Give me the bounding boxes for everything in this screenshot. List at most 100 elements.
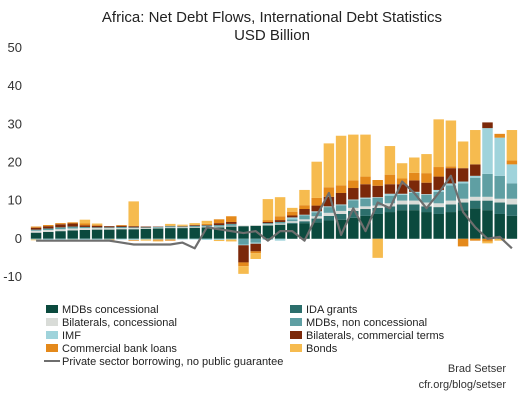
- bar-segment-5: [104, 226, 114, 227]
- bar-segment-5: [263, 222, 273, 223]
- bar-segment-5: [55, 224, 65, 227]
- bar-segment-3: [128, 227, 138, 228]
- bar-segment-7: [141, 240, 151, 241]
- bar-segment-2: [263, 224, 273, 225]
- bar-segment-4: [348, 199, 358, 200]
- bar-segment-5: [226, 222, 236, 224]
- bar-segment-2: [31, 231, 41, 233]
- bar-segment-6: [226, 216, 236, 222]
- bar-segment-6: [153, 240, 163, 241]
- bar-segment-4: [31, 239, 41, 240]
- bar-segment-5: [189, 225, 199, 226]
- bar-segment-0: [507, 216, 517, 239]
- bar-segment-5: [458, 168, 468, 181]
- bar-segment-6: [299, 205, 309, 209]
- bar-segment-2: [397, 201, 407, 205]
- bar-segment-2: [494, 199, 504, 203]
- bar-segment-0: [55, 231, 65, 239]
- bar-segment-7: [250, 253, 260, 259]
- bar-segment-6: [55, 223, 65, 224]
- bar-segment-5: [385, 184, 395, 194]
- bar-segment-4: [275, 239, 285, 241]
- bar-segment-0: [141, 229, 151, 239]
- bar-segment-6: [263, 220, 273, 222]
- bar-segment-1: [287, 223, 297, 224]
- bar-segment-7: [214, 240, 224, 241]
- bar-segment-6: [31, 227, 41, 228]
- bar-segment-6: [238, 262, 248, 266]
- bar-segment-1: [433, 207, 443, 214]
- bar-segment-4: [470, 176, 480, 178]
- bar-segment-0: [165, 228, 175, 239]
- bar-segment-2: [507, 199, 517, 205]
- legend-label: MDBs, non concessional: [306, 317, 427, 329]
- bar-segment-7: [311, 162, 321, 198]
- bar-segment-7: [507, 130, 517, 161]
- bar-segment-0: [421, 212, 431, 239]
- credit-author: Brad Setser: [448, 363, 506, 375]
- bar-segment-3: [482, 174, 492, 197]
- bar-segment-3: [238, 239, 248, 245]
- bar-segment-4: [287, 217, 297, 219]
- bar-segment-0: [92, 230, 102, 239]
- bar-segment-1: [482, 201, 492, 211]
- bar-segment-4: [141, 239, 151, 240]
- bar-segment-6: [507, 161, 517, 165]
- bar-segment-7: [128, 201, 138, 226]
- bar-segment-2: [128, 228, 138, 229]
- bar-segment-3: [421, 195, 431, 203]
- bar-segment-5: [482, 122, 492, 128]
- bar-segment-2: [92, 228, 102, 230]
- bar-segment-4: [214, 239, 224, 240]
- bar-segment-0: [446, 212, 456, 239]
- bar-segment-6: [80, 224, 90, 226]
- bar-segment-3: [397, 195, 407, 201]
- bar-segment-3: [80, 227, 90, 228]
- bar-segment-7: [324, 143, 334, 187]
- bar-segment-0: [67, 230, 77, 238]
- bar-segment-5: [238, 245, 248, 262]
- bar-segment-4: [458, 182, 468, 184]
- chart-subtitle: USD Billion: [234, 27, 310, 44]
- bar-segment-7: [287, 208, 297, 212]
- bar-segment-4: [494, 138, 504, 176]
- bar-segment-4: [299, 215, 309, 216]
- bar-segment-4: [360, 198, 370, 199]
- bar-segment-7: [470, 130, 480, 164]
- y-tick-label: 0: [15, 231, 22, 246]
- bar-segment-2: [446, 201, 456, 205]
- bar-segment-7: [80, 220, 90, 224]
- bar-segment-2: [153, 228, 163, 229]
- chart-title: Africa: Net Debt Flows, International De…: [102, 9, 442, 26]
- bar-segment-1: [324, 216, 334, 221]
- bar-segment-3: [507, 183, 517, 198]
- bar-segment-6: [128, 240, 138, 241]
- bar-segment-5: [372, 186, 382, 197]
- bar-segment-3: [153, 227, 163, 228]
- legend-swatch: [290, 318, 302, 326]
- legend-label: IMF: [62, 330, 81, 342]
- bar-segment-3: [299, 216, 309, 220]
- bar-segment-5: [336, 193, 346, 204]
- bar-segment-7: [397, 163, 407, 178]
- bar-segment-6: [348, 180, 358, 188]
- bar-segment-0: [397, 210, 407, 239]
- bar-segment-4: [153, 239, 163, 240]
- y-tick-label: 50: [8, 40, 22, 55]
- bar-segment-2: [275, 224, 285, 225]
- bar-segment-0: [324, 220, 334, 238]
- bar-segment-7: [360, 135, 370, 177]
- bar-segment-5: [360, 184, 370, 197]
- bar-segment-2: [116, 228, 126, 229]
- bar-segment-0: [104, 230, 114, 239]
- bar-segment-3: [275, 222, 285, 224]
- bar-segment-4: [116, 239, 126, 240]
- legend-label: Bilaterals, concessional: [62, 317, 177, 329]
- bar-segment-7: [299, 190, 309, 205]
- bar-segment-5: [470, 164, 480, 175]
- bar-stacks: [31, 119, 517, 274]
- bar-segment-3: [67, 227, 77, 229]
- bar-segment-2: [80, 228, 90, 230]
